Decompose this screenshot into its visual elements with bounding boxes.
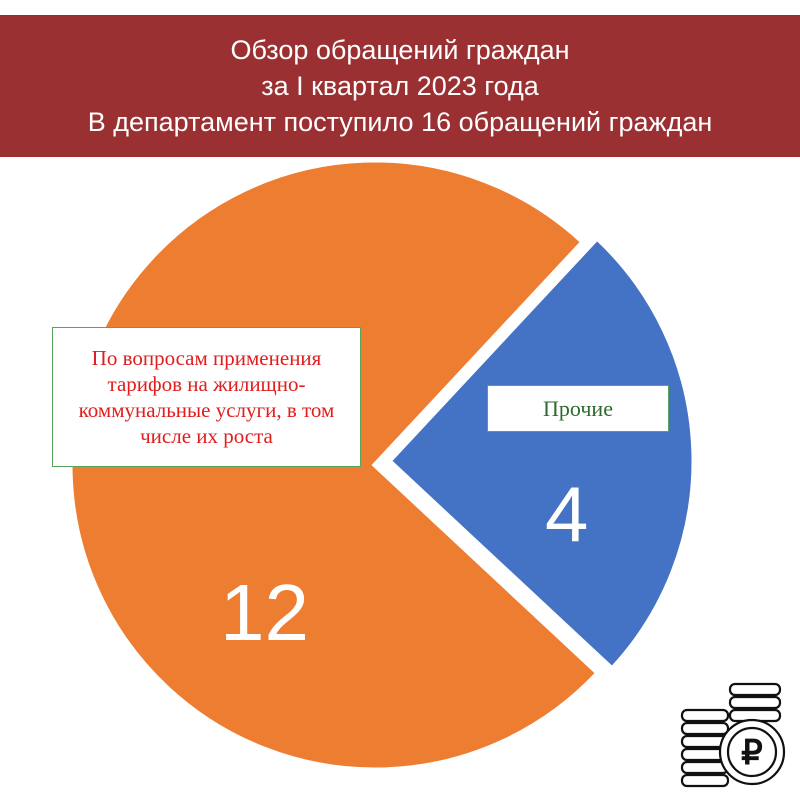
slice-value-tariffs: 12 bbox=[220, 568, 309, 657]
svg-text:₽: ₽ bbox=[741, 734, 763, 772]
coins-ruble-icon: ₽ bbox=[680, 682, 786, 788]
header-banner: Обзор обращений граждан за I квартал 202… bbox=[0, 15, 800, 157]
slice-value-other: 4 bbox=[545, 470, 589, 558]
pie-slice-other bbox=[385, 234, 697, 673]
header-title-line1: Обзор обращений граждан bbox=[230, 35, 570, 65]
slice-label-other: Прочие bbox=[487, 385, 669, 432]
slice-label-tariffs: По вопросам применения тарифов на жилищн… bbox=[52, 327, 361, 467]
header-title-line2: за I квартал 2023 года bbox=[261, 71, 539, 101]
header-title-line3: В департамент поступило 16 обращений гра… bbox=[87, 107, 713, 137]
